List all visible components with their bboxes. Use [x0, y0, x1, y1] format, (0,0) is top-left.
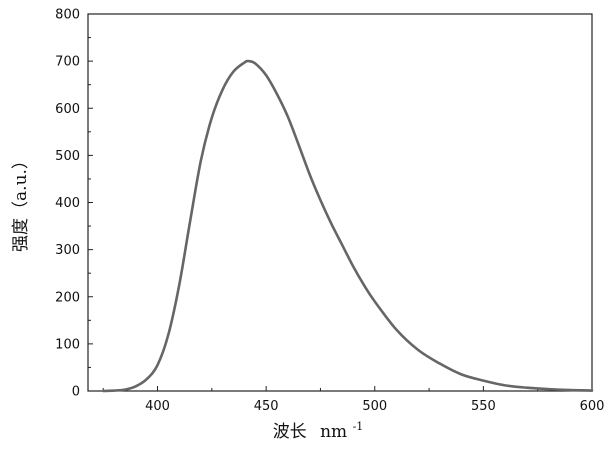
x-axis-unit: nm [320, 422, 347, 442]
x-tick-label: 550 [471, 399, 496, 414]
y-tick-label: 0 [72, 385, 80, 400]
x-tick-label: 400 [145, 399, 170, 414]
y-tick-label: 500 [55, 149, 80, 164]
y-tick-label: 600 [55, 102, 80, 117]
x-tick-label: 600 [580, 399, 605, 414]
y-tick-label: 200 [55, 290, 80, 305]
y-tick-label: 400 [55, 196, 80, 211]
series-group [103, 61, 592, 391]
x-axis-ticks: 400 450 500 550 600 [103, 386, 604, 414]
y-tick-label: 800 [55, 8, 80, 23]
x-axis-title-text: 波长 [273, 422, 307, 442]
plot-frame [88, 14, 592, 391]
y-axis-ticks: 0 100 200 300 400 500 600 700 800 [55, 8, 93, 400]
y-axis-title: 强度（a.u.） [11, 152, 31, 252]
y-tick-label: 700 [55, 55, 80, 70]
x-tick-label: 450 [254, 399, 279, 414]
x-axis-unit-exponent: -1 [353, 420, 364, 433]
x-tick-label: 500 [362, 399, 387, 414]
y-tick-label: 100 [55, 337, 80, 352]
y-tick-label: 300 [55, 243, 80, 258]
x-axis-title: 波长 nm -1 [273, 420, 364, 442]
series-line [103, 61, 592, 391]
